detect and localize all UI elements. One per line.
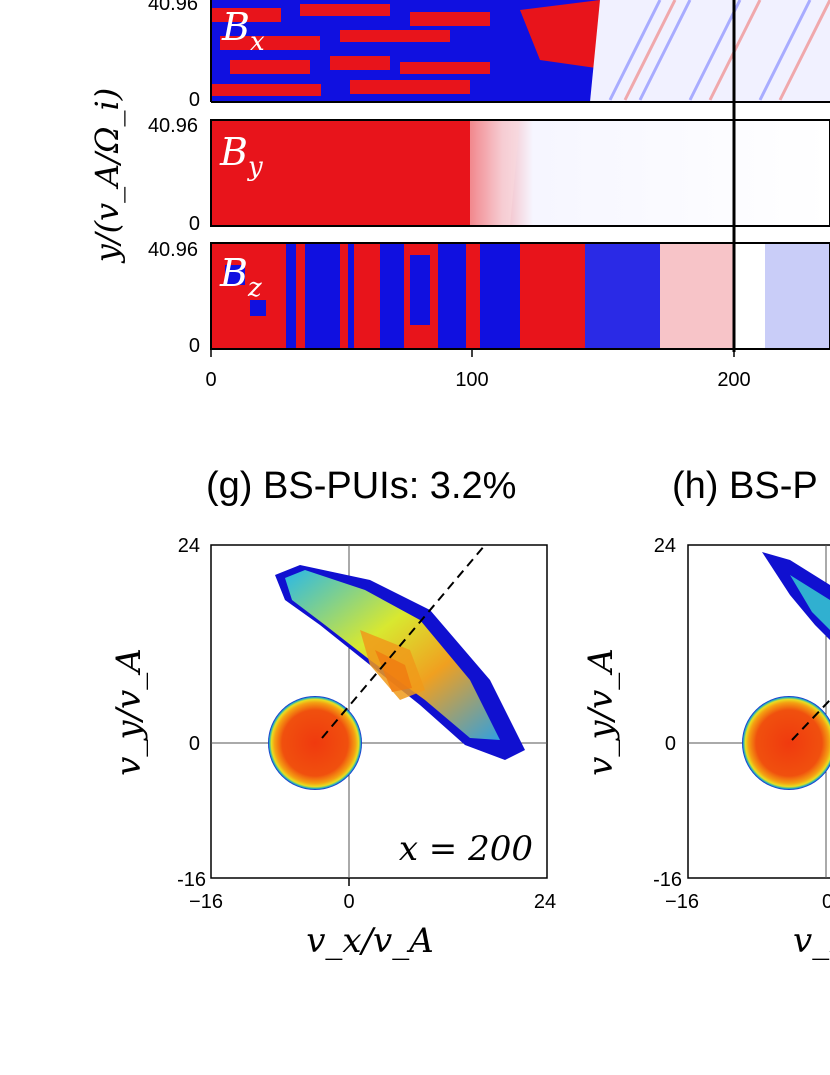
- panel-h-ytick-mid: 0: [665, 733, 676, 755]
- top-xtick-0: 0: [205, 369, 216, 391]
- top-ylabel: y/(v_A/Ω_i): [88, 88, 126, 265]
- panel-h-xlabel: v_x: [793, 921, 830, 961]
- bx-panel: Bx: [210, 0, 830, 103]
- bz-label: Bz: [219, 251, 262, 303]
- panel-h-xtick-mid: 0: [822, 891, 830, 913]
- panel-g-title: (g) BS-PUIs: 3.2%: [206, 465, 516, 507]
- by-ytick-bottom: 0: [189, 213, 200, 235]
- panel-g-ytick-bottom: -16: [177, 869, 206, 891]
- panel-g-xlabel: v_x/v_A: [306, 921, 434, 961]
- panel-h-ytick-top: 24: [654, 535, 676, 557]
- panel-g-ytick-top: 24: [178, 535, 200, 557]
- by-panel: By: [210, 119, 830, 227]
- panel-g-xtick-right: 24: [534, 891, 556, 913]
- panel-h-xtick-left: −16: [665, 891, 699, 913]
- top-xtick-1: 100: [455, 369, 488, 391]
- bx-ytick-bottom: 0: [189, 89, 200, 111]
- panel-g-xtick-mid: 0: [343, 891, 354, 913]
- panel-h-title: (h) BS-P: [672, 465, 818, 507]
- ring-distribution: [268, 696, 362, 790]
- dashed-guide-line: [321, 544, 486, 739]
- top-xtick-2: 200: [717, 369, 750, 391]
- by-label: By: [219, 130, 263, 182]
- bx-label: Bx: [221, 5, 265, 57]
- by-ytick-top: 40.96: [148, 115, 198, 137]
- panel-h-ring: [742, 696, 830, 790]
- panel-g-plot: x = 200: [210, 544, 548, 879]
- panel-g-annotation: x = 200: [399, 829, 533, 869]
- panel-h-ytick-bottom: -16: [653, 869, 682, 891]
- panel-g-xtick-left: −16: [189, 891, 223, 913]
- bz-panel: Bz: [210, 242, 830, 350]
- panel-h-ylabel: v_y/v_A: [581, 648, 621, 776]
- panel-g-ytick-mid: 0: [189, 733, 200, 755]
- bz-ytick-top: 40.96: [148, 239, 198, 261]
- panel-h-plot: [687, 544, 830, 879]
- panel-g-ylabel: v_y/v_A: [109, 648, 149, 776]
- bz-ytick-bottom: 0: [189, 335, 200, 357]
- bx-ytick-top: 40.96: [148, 0, 198, 15]
